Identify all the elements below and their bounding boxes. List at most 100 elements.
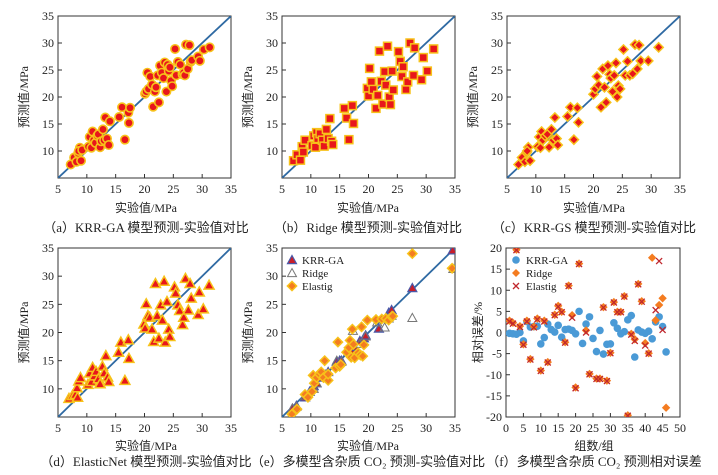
data-point [565,282,573,290]
legend-label: KRR-GA [302,255,344,267]
x-tick-label: 10 [530,182,542,196]
data-point [175,59,186,70]
y-tick-label: 15 [266,117,278,131]
y-axis-label: 预测值/MPa [240,65,255,128]
data-point [571,102,584,114]
data-point [387,66,397,76]
x-tick-label: 20 [139,421,151,435]
data-point [526,356,534,363]
data-point [402,77,413,87]
x-tick-label: 30 [196,421,208,435]
data-point [348,118,359,129]
data-point [661,403,671,412]
data-point [598,81,611,93]
data-point [112,345,125,357]
series-krr-ga [65,39,215,170]
data-point [549,111,561,124]
panel-e-multi-model-pred: 5 10 15 20 25 30 35 10 15 20 25 30 35 实验值/MPa 预测值/MPa （… [240,241,485,469]
data-point [561,110,574,123]
data-point [596,375,604,383]
data-point [603,377,611,385]
data-point [638,298,646,306]
data-point [184,291,198,303]
legend-marker-krr-ga [512,256,520,264]
x-tick-label: 20 [363,182,375,196]
data-point [641,338,650,348]
data-point [509,320,517,328]
data-point [602,60,614,72]
data-point [617,308,625,316]
plot-area [507,16,680,178]
x-axis-label: 实验值/MPa [115,438,178,453]
x-tick-label: 30 [420,182,432,196]
data-point [630,335,639,344]
y-tick-label: 35 [42,241,54,255]
data-point [167,81,178,92]
data-point [561,339,569,347]
data-point [655,257,663,265]
x-tick-label: 30 [420,421,432,435]
data-point [627,311,636,320]
x-tick-label: 15 [559,182,571,196]
y-tick-label: 15 [266,354,278,368]
data-point [374,46,385,56]
data-point [524,155,536,167]
legend-label: Elastig [302,281,333,293]
x-tick-label: 15 [334,421,346,435]
legend-label: KRR-GA [526,255,568,267]
y-tick-label: 25 [42,297,54,311]
data-point [558,308,566,316]
x-tick-label: 35 [225,421,237,435]
data-point [610,299,618,306]
data-point [519,341,527,349]
y-tick-label: 15 [490,262,502,276]
x-tick-label: 30 [604,421,616,435]
data-point [568,314,576,322]
x-tick-label: 20 [588,182,600,196]
data-point [122,333,135,345]
x-tick-label: 10 [305,182,317,196]
data-point [634,280,642,288]
data-point [76,155,87,166]
y-tick-label: 30 [42,269,54,283]
data-point [347,338,360,350]
y-tick-label: 30 [266,269,278,283]
data-point [645,350,653,358]
x-tick-label: 15 [110,182,122,196]
y-tick-label: 15 [42,117,54,131]
data-point [647,253,657,262]
data-point [521,145,533,157]
data-point [578,339,587,348]
data-point [631,63,643,75]
data-point [103,140,114,151]
plot-area [58,248,231,417]
data-point [347,100,358,111]
y-tick-label: 35 [42,9,54,23]
data-point [557,333,566,341]
x-axis-label: 实验值/MPa [563,200,626,215]
x-tick-label: 35 [622,421,634,435]
data-point [567,310,577,320]
data-point [406,282,418,293]
data-point [358,339,370,351]
data-point [409,43,420,53]
data-point [575,260,583,268]
data-point [651,316,660,325]
y-tick-label: 20 [490,241,502,255]
data-point [97,124,108,135]
data-point [153,97,164,108]
data-point [357,350,369,362]
data-point [122,351,136,364]
x-tick-label: 25 [391,182,403,196]
data-point [99,349,113,361]
y-tick-label: 35 [491,9,503,23]
data-point [652,306,660,314]
data-point [160,294,174,307]
x-axis-label: 实验值/MPa [337,200,400,215]
data-point [545,123,558,136]
data-point [554,321,562,330]
data-point [544,359,552,366]
data-point [530,323,538,331]
y-tick-label: -10 [486,368,502,382]
legend-label: Ridge [526,268,552,280]
